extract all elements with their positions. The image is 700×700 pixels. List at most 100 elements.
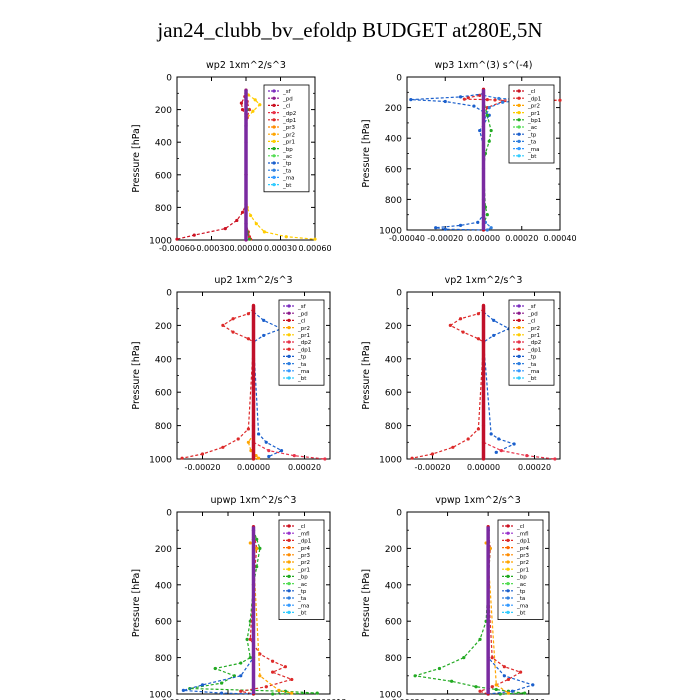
data-point	[221, 323, 225, 327]
data-point	[458, 317, 463, 321]
y-tick-label: 1000	[379, 691, 402, 700]
legend-marker	[506, 524, 510, 528]
data-point	[501, 100, 505, 104]
legend-label: _ma	[297, 369, 309, 375]
y-tick-label: 200	[155, 106, 172, 116]
data-point	[255, 546, 259, 551]
plot-title: vp2 1xm^2/s^3	[445, 275, 523, 286]
legend-marker	[287, 546, 291, 550]
data-point	[220, 681, 224, 685]
legend-marker	[517, 154, 521, 158]
x-tick-label: -0.00008	[185, 698, 221, 700]
data-point	[249, 213, 253, 218]
legend-label: _dp1	[527, 96, 541, 102]
legend-label: _ta	[282, 168, 291, 174]
y-tick-label: 600	[155, 171, 172, 181]
data-point	[478, 689, 482, 693]
data-point	[476, 312, 480, 316]
legend-marker	[517, 376, 521, 380]
x-tick-label: 0.00020	[505, 234, 538, 243]
x-tick-label: -0.00012	[159, 698, 195, 700]
series-line	[411, 308, 485, 459]
legend-marker	[506, 567, 510, 571]
data-point	[213, 666, 217, 671]
data-point	[485, 213, 489, 217]
y-tick-label: 1000	[149, 237, 172, 247]
data-point	[487, 106, 491, 110]
data-point	[271, 692, 275, 696]
x-tick-label: 0.00020	[288, 463, 321, 472]
legend-marker	[272, 103, 276, 107]
data-point	[239, 661, 243, 665]
series-line	[410, 93, 491, 231]
legend-label: _dp2	[297, 340, 311, 346]
data-point	[458, 95, 463, 99]
legend-label: _pr1	[282, 140, 295, 146]
legend-label: _tp	[527, 132, 537, 138]
legend-label: _tp	[516, 589, 526, 595]
data-point	[253, 98, 257, 102]
data-point	[489, 226, 493, 230]
legend-marker	[517, 118, 521, 122]
data-point	[247, 237, 252, 241]
legend-marker	[272, 118, 276, 122]
x-tick-label: 0.00020	[518, 463, 551, 472]
legend-marker	[506, 603, 510, 607]
data-point	[558, 98, 562, 102]
x-tick-label: 0.00012	[313, 698, 346, 700]
legend-label: _dp1	[297, 347, 311, 353]
legend-label: _pr1	[297, 567, 310, 573]
legend-label: _sf	[297, 304, 307, 310]
data-point	[180, 456, 184, 460]
legend-marker	[287, 362, 291, 366]
legend-label: _ta	[527, 140, 536, 146]
x-tick-label: 0.00030	[264, 244, 297, 253]
legend-marker	[506, 574, 510, 579]
y-axis-label: Pressure [hPa]	[361, 119, 372, 187]
y-tick-label: 800	[385, 654, 402, 664]
y-tick-label: 600	[385, 165, 402, 175]
data-point	[246, 427, 250, 431]
x-tick-label: 0.00004	[262, 698, 295, 700]
y-tick-label: 600	[385, 618, 402, 628]
x-tick-label: 0.00040	[543, 234, 576, 243]
data-point	[476, 220, 480, 224]
y-tick-label: 400	[155, 139, 172, 149]
data-point	[247, 108, 252, 112]
data-point	[485, 113, 489, 117]
data-point	[248, 541, 252, 545]
legend-label: _bp1	[527, 118, 541, 124]
data-point	[192, 233, 196, 237]
data-point	[245, 637, 249, 642]
legend-marker	[517, 354, 521, 358]
legend-marker	[287, 574, 291, 579]
y-tick-label: 0	[396, 509, 402, 519]
plot-title: vpwp 1xm^2/s^3	[435, 495, 521, 506]
y-tick-label: 0	[166, 289, 172, 299]
data-point	[458, 223, 463, 228]
legend-marker	[287, 603, 291, 607]
data-point	[466, 96, 470, 100]
data-point	[409, 98, 413, 102]
legend-label: _dp2	[282, 111, 296, 117]
legend-marker	[517, 147, 521, 151]
legend-marker	[517, 89, 521, 93]
legend-marker	[287, 567, 291, 571]
legend-marker	[517, 362, 521, 366]
legend-label: _tp	[527, 355, 537, 361]
data-point	[284, 235, 288, 239]
y-axis-label: Pressure [hPa]	[131, 341, 142, 409]
legend-marker	[287, 589, 291, 593]
legend-label: _mfl	[516, 531, 529, 537]
legend-label: _ta	[297, 362, 306, 368]
y-tick-label: 0	[396, 289, 402, 299]
legend-label: _dp1	[527, 347, 541, 353]
y-tick-label: 800	[155, 204, 172, 214]
series-line	[176, 89, 247, 240]
legend-label: _mfl	[297, 531, 310, 537]
legend-label: _pr4	[297, 546, 311, 552]
data-point	[264, 685, 268, 689]
data-point	[485, 228, 489, 232]
x-tick-label: -0.00030	[194, 244, 230, 253]
data-point	[497, 437, 501, 441]
